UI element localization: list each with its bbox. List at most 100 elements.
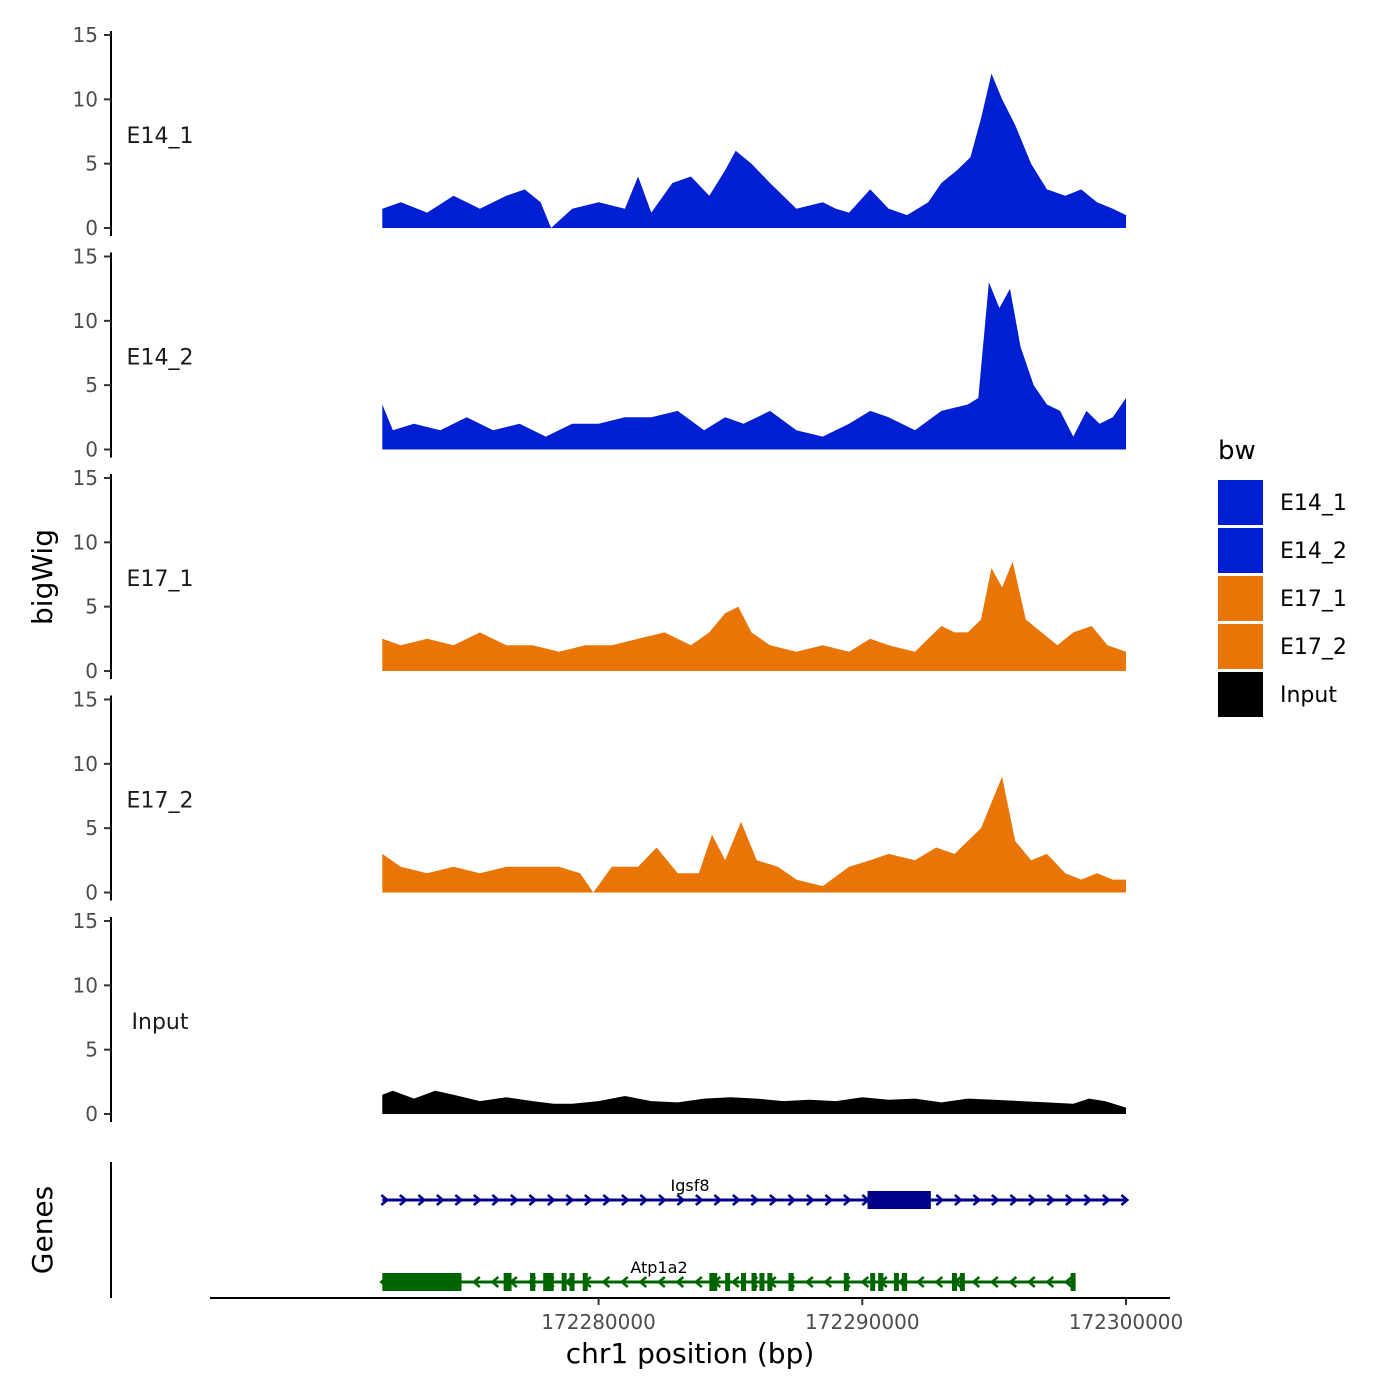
x-tick-label: 172300000 [1069,1310,1184,1334]
strand-arrow [1063,1276,1073,1288]
genes-axis-title: Genes [26,1186,59,1274]
legend-label: E17_1 [1280,587,1347,612]
exon [893,1273,899,1291]
strand-arrow [1009,1194,1019,1206]
strand-arrow [915,1276,925,1288]
legend-swatch [1218,672,1263,717]
track-E14_2: 0 5 10 15 E14_2 [73,245,1126,462]
y-tick-label: 5 [85,595,98,619]
y-tick-label: 0 [85,216,98,240]
strand-arrow [656,1276,666,1288]
strand-arrow [1045,1276,1055,1288]
gene-Atp1a2: Atp1a2 [379,1258,1076,1291]
y-tick-label: 15 [73,909,98,933]
strand-arrow [584,1194,593,1206]
strand-arrow [621,1194,630,1206]
strand-arrow [639,1194,649,1206]
exon [561,1273,567,1291]
strand-arrow [991,1194,1000,1206]
strand-arrow [750,1194,760,1206]
strand-arrow [491,1194,501,1206]
exon [951,1273,957,1291]
y-tick-label: 10 [73,309,98,333]
strand-arrow [971,1276,981,1288]
exon [870,1273,876,1291]
legend-swatch [1218,528,1263,573]
strand-arrow [676,1194,686,1206]
strand-arrow [454,1194,464,1206]
strand-arrow [510,1194,519,1206]
strand-arrow [1046,1194,1056,1206]
y-tick-label: 5 [85,152,98,176]
strand-arrow [1102,1194,1111,1206]
gene-label: Atp1a2 [630,1258,687,1277]
strand-arrow [823,1276,833,1288]
strand-arrow [619,1276,629,1288]
legend-swatch [1218,576,1263,621]
legend-label: E14_2 [1280,539,1347,564]
strand-arrow [601,1276,611,1288]
strand-arrow [565,1194,575,1206]
strand-arrow [730,1276,740,1288]
strand-arrow [806,1194,815,1206]
track-label: Input [132,1010,189,1035]
exon [959,1273,965,1291]
y-tick-label: 10 [73,973,98,997]
y-tick-label: 5 [85,373,98,397]
strand-arrow [1120,1194,1130,1206]
exon [725,1273,731,1291]
genes-panel: Igsf8 Atp1a2 [110,1162,1130,1298]
y-tick-label: 15 [73,688,98,712]
strand-arrow [399,1194,408,1206]
exon [569,1273,575,1291]
exon [709,1273,718,1291]
strand-arrow [417,1194,427,1206]
area-E17_2 [382,776,1126,893]
strand-arrow [1026,1276,1036,1288]
strand-arrow [638,1276,648,1288]
area-E14_1 [382,73,1126,228]
exon [843,1273,849,1291]
strand-arrow [490,1276,500,1288]
strand-arrow [769,1194,778,1206]
strand-arrow [935,1194,945,1206]
strand-arrow [602,1194,612,1206]
y-tick-label: 0 [85,881,98,905]
area-Input [382,1090,1126,1114]
strand-arrow [675,1276,685,1288]
track-E14_1: 0 5 10 15 E14_1 [73,23,1126,240]
y-tick-label: 5 [85,1038,98,1062]
exon [543,1273,554,1291]
y-tick-label: 10 [73,87,98,111]
y-tick-label: 10 [73,530,98,554]
track-Input: 0 5 10 15 Input [73,909,1126,1126]
strand-arrow [860,1276,870,1288]
exon [1070,1273,1076,1291]
exon [867,1191,931,1209]
exon [751,1273,757,1291]
legend-label: E14_1 [1280,491,1347,516]
strand-arrow [473,1194,482,1206]
area-E14_2 [382,282,1126,450]
strand-arrow [693,1276,703,1288]
strand-arrow [528,1194,538,1206]
track-label: E17_2 [127,789,194,814]
gene-Igsf8: Igsf8 [380,1176,1130,1209]
x-axis-title: chr1 position (bp) [566,1337,815,1370]
strand-arrow [547,1194,556,1206]
y-tick-label: 15 [73,466,98,490]
exon [503,1273,512,1291]
strand-arrow [1028,1194,1037,1206]
legend-swatch [1218,624,1263,669]
track-label: E17_1 [127,567,194,592]
exon [530,1273,536,1291]
y-tick-label: 5 [85,816,98,840]
strand-arrow [804,1276,814,1288]
legend-swatch [1218,480,1263,525]
gene-label: Igsf8 [670,1176,709,1195]
exon [767,1273,773,1291]
y-tick-label: 15 [73,245,98,269]
strand-arrow [934,1276,944,1288]
strand-arrow [843,1194,852,1206]
